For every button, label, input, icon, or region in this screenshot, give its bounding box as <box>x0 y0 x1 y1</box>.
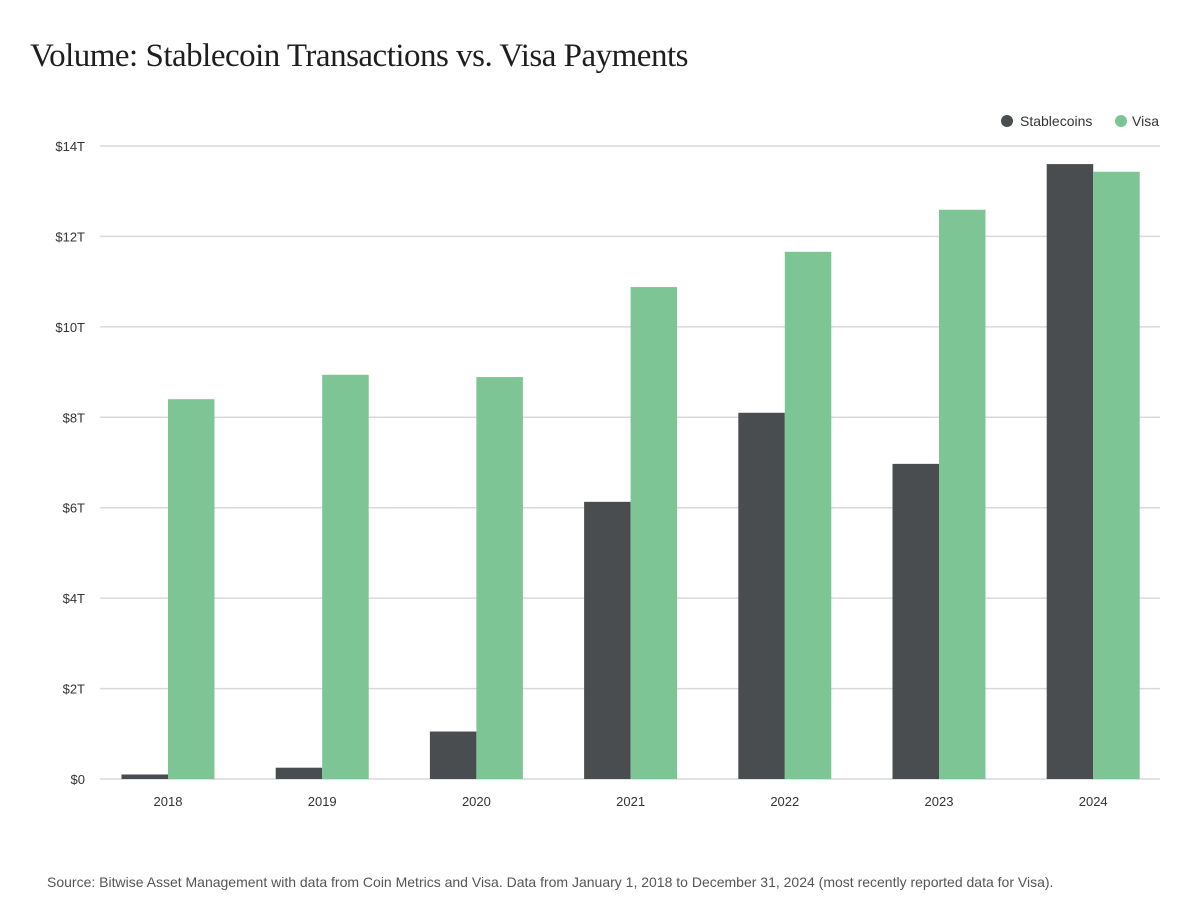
bar-visa-2021 <box>630 287 678 779</box>
legend-marker-visa <box>1115 115 1127 127</box>
y-tick-label: $2T <box>63 682 85 697</box>
x-tick-label: 2020 <box>462 794 491 809</box>
y-tick-label: $4T <box>63 591 85 606</box>
bar-stablecoins-2020 <box>429 731 477 779</box>
legend-label-visa: Visa <box>1132 113 1159 129</box>
y-tick-label: $12T <box>55 229 85 244</box>
chart-title: Volume: Stablecoin Transactions vs. Visa… <box>30 38 688 74</box>
legend-marker-stablecoins <box>1001 115 1013 127</box>
source-note: Source: Bitwise Asset Management with da… <box>47 874 1054 890</box>
x-tick-label: 2019 <box>308 794 337 809</box>
y-tick-label: $14T <box>55 139 85 154</box>
bar-stablecoins-2024 <box>1046 164 1094 780</box>
x-tick-label: 2023 <box>925 794 954 809</box>
x-tick-label: 2022 <box>770 794 799 809</box>
bar-stablecoins-2019 <box>275 767 323 779</box>
x-tick-label: 2018 <box>154 794 183 809</box>
x-tick-label: 2024 <box>1079 794 1108 809</box>
x-tick-label: 2021 <box>616 794 645 809</box>
bar-visa-2018 <box>168 399 215 779</box>
legend-label-stablecoins: Stablecoins <box>1020 113 1092 129</box>
bar-visa-2024 <box>1093 171 1140 779</box>
bar-visa-2023 <box>939 209 986 779</box>
y-tick-label: $8T <box>63 410 85 425</box>
bar-stablecoins-2021 <box>584 501 631 779</box>
bar-stablecoins-2022 <box>738 412 785 779</box>
bar-visa-2020 <box>476 377 523 779</box>
y-tick-label: $6T <box>63 501 85 516</box>
bar-visa-2022 <box>784 251 832 780</box>
y-tick-label: $0 <box>71 772 85 787</box>
bar-stablecoins-2023 <box>892 463 939 779</box>
bar-visa-2019 <box>322 374 369 779</box>
y-tick-label: $10T <box>55 320 85 335</box>
bar-stablecoins-2018 <box>121 774 168 779</box>
